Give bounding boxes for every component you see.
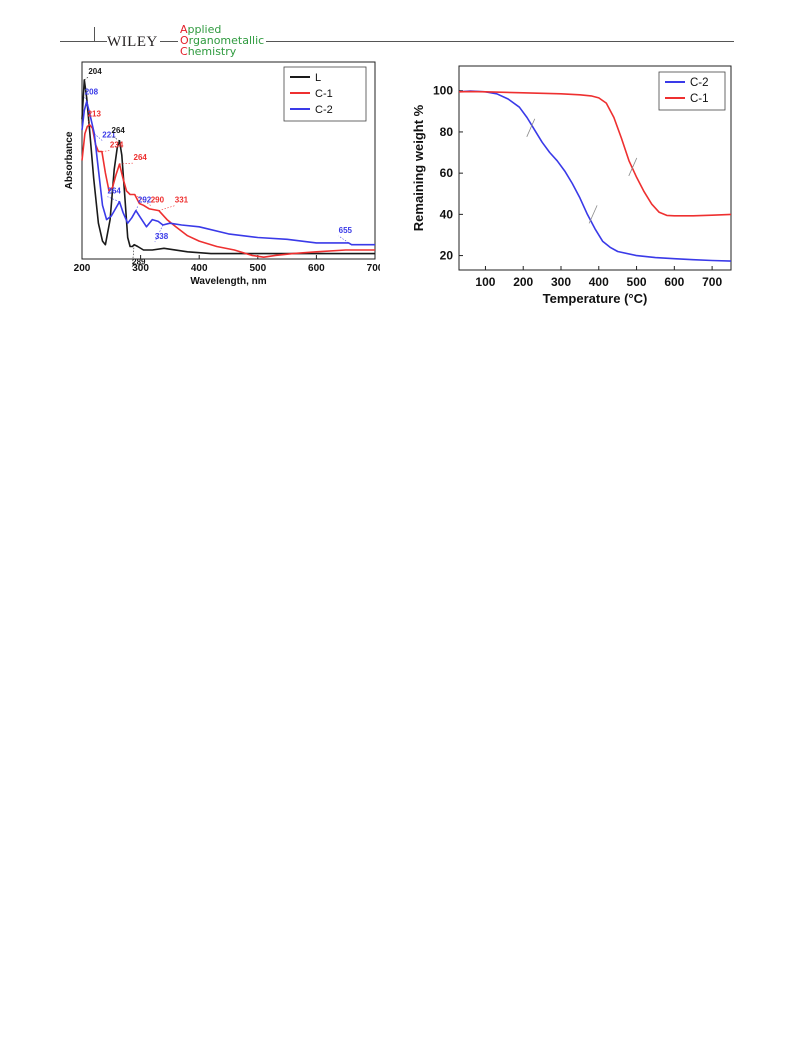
legend-label-c-1: C-1 [315, 88, 333, 100]
peak-leader-line [101, 150, 110, 152]
peak-leader-line [107, 196, 120, 202]
step-marker [526, 118, 536, 137]
legend-box [658, 71, 726, 111]
x-tick-label: 100 [475, 275, 495, 289]
peak-leader-line [134, 194, 151, 206]
peak-label: 338 [155, 232, 169, 241]
journal-line-3: Chemistry [180, 45, 237, 58]
series-line-c-1 [81, 123, 375, 258]
peak-leader-line [154, 224, 164, 243]
journal-logo: Applied Organometallic Chemistry [178, 23, 267, 58]
x-tick-label: 500 [627, 275, 647, 289]
x-tick-label: 700 [702, 275, 722, 289]
page-header: WILEY Applied Organometallic Chemistry [0, 0, 793, 62]
y-tick-label: 80 [440, 125, 454, 139]
peak-leader-line [131, 244, 135, 268]
y-tick-label: 100 [433, 84, 453, 98]
y-tick-label: 60 [440, 166, 454, 180]
series-line-c-2 [81, 100, 375, 246]
legend-label-c-2: C-2 [315, 104, 333, 116]
header-rule-tick [94, 27, 95, 41]
peak-leader-line [119, 162, 134, 165]
header-rule-left [60, 41, 100, 42]
peak-leader-line [135, 205, 139, 211]
journal-line-1: Applied [180, 23, 222, 36]
peak-label: 331 [175, 196, 189, 205]
tga-weight-loss-chart: 100 200 300 400 500 600 700 20 40 60 80 100 Temperat… [411, 65, 732, 306]
peak-label: 289 [132, 258, 146, 267]
peak-label: 264 [108, 187, 122, 196]
y-tick-label: 40 [440, 207, 454, 221]
x-tick-label: 700 [367, 263, 380, 274]
y-axis-label: Absorbance [64, 131, 75, 189]
legend-label-c-2: C-2 [690, 77, 709, 89]
series-line-c-2 [458, 90, 732, 262]
peak-leader-line [158, 205, 175, 211]
peak-label: 264 [112, 126, 126, 135]
x-tick-label: 500 [249, 263, 266, 274]
x-tick-label: 600 [664, 275, 684, 289]
x-tick-label: 300 [551, 275, 571, 289]
publisher-logo: WILEY [107, 34, 160, 50]
journal-line-2: Organometallic [180, 34, 265, 47]
step-marker [588, 205, 598, 224]
series-line-c-1 [458, 90, 732, 217]
peak-leader-line [338, 235, 349, 244]
x-tick-label: 600 [308, 263, 325, 274]
step-marker [628, 157, 638, 177]
peak-leader-line [84, 76, 89, 81]
y-tick-label: 20 [440, 249, 454, 263]
y-axis-label: Remaining weight % [411, 104, 426, 231]
peak-label: 204 [88, 67, 102, 76]
x-tick-label: 400 [589, 275, 609, 289]
legend-label-c-1: C-1 [690, 93, 709, 105]
peak-label: 221 [102, 131, 116, 140]
peak-label: 213 [88, 110, 102, 119]
peak-label: 290 [151, 196, 165, 205]
peak-leader-line [84, 97, 87, 102]
peak-label: 234 [110, 141, 124, 150]
legend-label-l: L [315, 72, 321, 84]
peak-label: 264 [134, 153, 148, 162]
x-tick-label: 300 [132, 263, 149, 274]
peak-label: 292 [138, 196, 152, 205]
peak-leader-line [87, 119, 90, 125]
x-axis-label: Temperature (°C) [543, 291, 648, 306]
x-tick-label: 200 [74, 263, 91, 274]
x-axis-label: Wavelength, nm [190, 276, 266, 287]
peak-label: 208 [85, 87, 99, 96]
x-tick-label: 400 [191, 263, 208, 274]
series-line-l [81, 79, 375, 255]
plot-frame [458, 65, 732, 271]
uv-vis-absorbance-chart: 200 300 400 500 600 700 Wavelength, nm Absorban… [64, 61, 380, 287]
peak-label: 655 [339, 226, 353, 235]
header-rule-right [100, 41, 734, 42]
x-tick-label: 200 [513, 275, 533, 289]
